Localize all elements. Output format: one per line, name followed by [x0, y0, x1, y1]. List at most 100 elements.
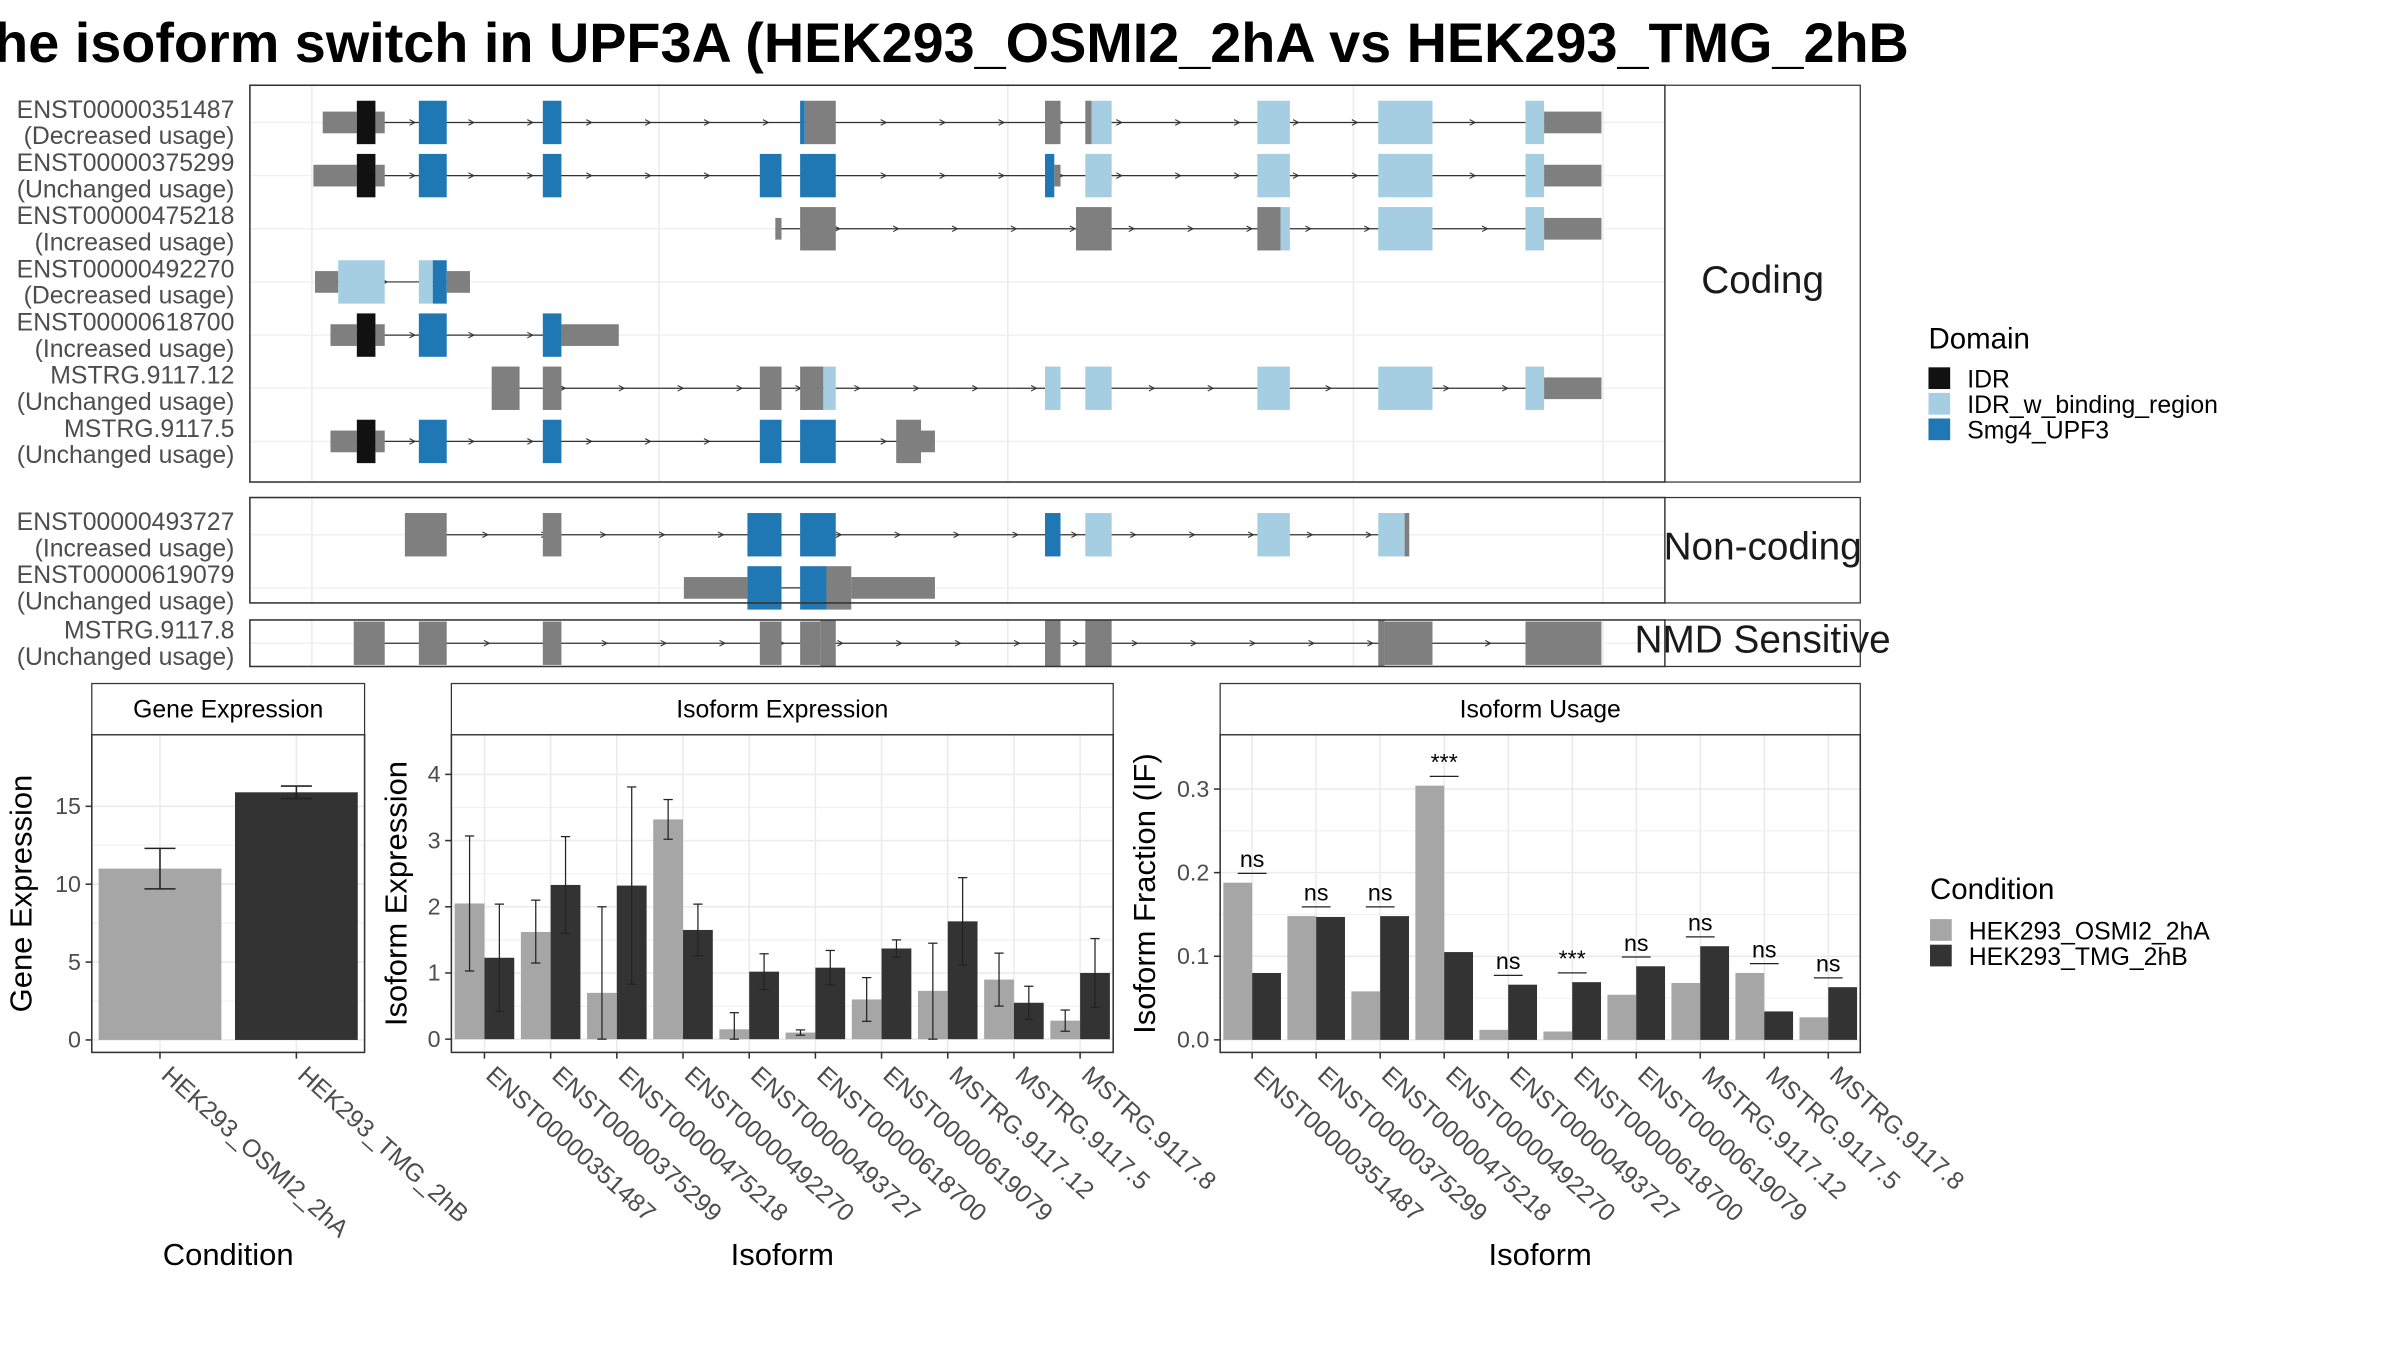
- utr-block: [446, 271, 470, 293]
- bar: [98, 868, 222, 1040]
- domain-block: [1378, 153, 1433, 198]
- domain-block: [747, 513, 782, 557]
- exon-block: [491, 366, 520, 410]
- domain-block: [1257, 100, 1290, 145]
- strand-arrow: [1130, 531, 1137, 539]
- strand-arrow: [644, 172, 652, 179]
- exon-block: [804, 100, 836, 145]
- transcript-id-label: MSTRG.9117.12: [50, 363, 234, 390]
- strand-arrow: [1481, 225, 1489, 233]
- strand-arrow: [736, 384, 744, 392]
- strand-arrow: [971, 384, 979, 392]
- legend-key: [1930, 919, 1952, 941]
- transcript-usage-label: (Decreased usage): [24, 123, 235, 150]
- domain-block: [1378, 100, 1433, 145]
- significance-label: ns: [1304, 880, 1329, 906]
- bar: [1828, 987, 1858, 1040]
- strand-arrow: [1072, 639, 1080, 647]
- transcript-id-label: ENST00000618700: [17, 309, 235, 336]
- strand-arrow: [951, 225, 959, 233]
- exon-block: [800, 621, 821, 665]
- strand-arrow: [585, 438, 593, 445]
- strand-arrow: [660, 639, 668, 647]
- y-tick-label: 0: [68, 1027, 81, 1053]
- facet-strip: [91, 682, 366, 736]
- utr-block: [375, 164, 385, 187]
- significance-label: ns: [1240, 846, 1265, 872]
- strand-arrow: [1308, 639, 1316, 647]
- utr-block: [322, 111, 357, 134]
- transcript-usage-label: (Decreased usage): [24, 283, 235, 310]
- strand-arrow: [717, 531, 725, 539]
- utr-block: [1544, 111, 1602, 134]
- domain-block: [418, 100, 447, 145]
- transcript-id-label: MSTRG.9117.8: [64, 618, 234, 645]
- exon-block: [896, 419, 922, 464]
- utr-block: [375, 111, 385, 134]
- domain-block: [1378, 207, 1433, 251]
- facet-strip: [450, 682, 1114, 736]
- domain-block: [759, 153, 782, 198]
- domain-block: [542, 153, 562, 198]
- domain-block: [1257, 366, 1290, 410]
- domain-block: [1045, 513, 1061, 557]
- transcript-usage-label: (Unchanged usage): [17, 644, 235, 671]
- bar: [1636, 966, 1666, 1040]
- domain-block: [356, 153, 376, 198]
- domain-block: [1525, 100, 1545, 145]
- strand-arrow: [1233, 119, 1241, 126]
- exon-block: [1525, 621, 1602, 665]
- bar: [1252, 972, 1281, 1040]
- significance-label: ns: [1752, 936, 1777, 962]
- legend-title: Domain: [1928, 323, 2029, 356]
- significance-label: ns: [1624, 930, 1649, 956]
- facet-strip: [1219, 682, 1861, 736]
- strand-arrow: [703, 172, 711, 179]
- utr-block: [921, 430, 935, 453]
- panel-strip: [1664, 84, 1861, 483]
- strand-arrow: [1469, 172, 1477, 179]
- transcript-id-label: ENST00000492270: [17, 256, 235, 283]
- y-axis-title: Isoform Fraction (IF): [1127, 753, 1162, 1034]
- domain-block: [1045, 366, 1061, 410]
- bar: [1287, 916, 1317, 1040]
- bar: [1764, 1011, 1794, 1040]
- strand-arrow: [1116, 172, 1123, 179]
- significance-label: ns: [1496, 948, 1521, 974]
- legend-label: IDR_w_binding_region: [1967, 392, 2218, 419]
- exon-block: [800, 207, 836, 251]
- domain-block: [1257, 153, 1290, 198]
- strand-arrow: [892, 225, 900, 233]
- strand-arrow: [468, 331, 476, 339]
- strand-arrow: [1443, 384, 1450, 392]
- panel-background: [249, 497, 1665, 603]
- strand-arrow: [1484, 639, 1492, 647]
- exon-block: [1045, 619, 1061, 667]
- figure-title: he isoform switch in UPF3A (HEK293_OSMI2…: [0, 11, 1909, 74]
- panel-non-coding: ENST00000493727(Increased usage)ENST0000…: [17, 496, 1862, 616]
- bar: [1316, 916, 1345, 1040]
- panel-coding: ENST00000351487(Decreased usage)ENST0000…: [17, 84, 1861, 483]
- strand-arrow: [1325, 384, 1333, 392]
- y-axis-title: Isoform Expression: [378, 761, 413, 1026]
- strand-arrow: [833, 225, 841, 233]
- strand-arrow: [880, 172, 888, 179]
- significance-label: ***: [1559, 946, 1586, 972]
- strand-arrow: [601, 639, 609, 647]
- strand-arrow: [483, 639, 491, 647]
- domain-block: [356, 100, 376, 145]
- bar: [1799, 1017, 1829, 1040]
- strand-arrow: [954, 639, 962, 647]
- exon-block: [1404, 513, 1410, 557]
- facet-strip-label: Isoform Expression: [676, 697, 888, 724]
- domain-block: [542, 313, 562, 357]
- strand-arrow: [644, 119, 652, 126]
- strand-arrow: [618, 384, 626, 392]
- bar: [1444, 952, 1473, 1040]
- significance-label: ns: [1368, 880, 1393, 906]
- strand-arrow: [1187, 225, 1195, 233]
- strand-arrow: [1292, 172, 1300, 179]
- strand-arrow: [1364, 225, 1371, 233]
- significance-label: ns: [1816, 951, 1841, 977]
